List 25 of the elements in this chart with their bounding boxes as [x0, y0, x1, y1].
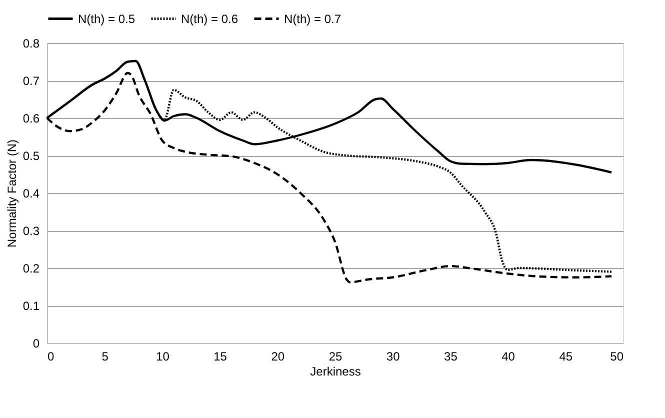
- y-tick-label: 0.2: [22, 262, 40, 276]
- y-tick-label: 0: [32, 336, 40, 350]
- x-tick-label: 25: [328, 350, 342, 364]
- y-tick-label: 0.7: [22, 74, 40, 88]
- y-tick-label: 0.8: [22, 36, 40, 50]
- x-tick-label: 30: [386, 350, 400, 364]
- x-tick-label: 5: [102, 350, 109, 364]
- y-tick-label: 0.6: [22, 112, 40, 126]
- x-tick-label: 20: [271, 350, 285, 364]
- y-axis-title: Normality Factor (N): [4, 139, 19, 248]
- legend-label: N(th) = 0.5: [78, 12, 136, 26]
- x-axis-title: Jerkiness: [310, 364, 361, 378]
- x-tick-label: 10: [156, 350, 170, 364]
- y-tick-label: 0.5: [22, 149, 40, 163]
- x-tick-label: 15: [214, 350, 228, 364]
- y-tick-label: 0.3: [22, 224, 40, 238]
- y-tick-label: 0.1: [22, 299, 40, 313]
- legend-label: N(th) = 0.7: [284, 12, 342, 26]
- x-tick-label: 40: [502, 350, 516, 364]
- x-tick-label: 45: [559, 350, 573, 364]
- x-tick-label: 50: [610, 350, 624, 364]
- y-tick-label: 0.4: [22, 186, 40, 200]
- x-tick-label: 0: [48, 350, 54, 364]
- legend-label: N(th) = 0.6: [181, 12, 238, 26]
- x-tick-label: 35: [444, 350, 458, 364]
